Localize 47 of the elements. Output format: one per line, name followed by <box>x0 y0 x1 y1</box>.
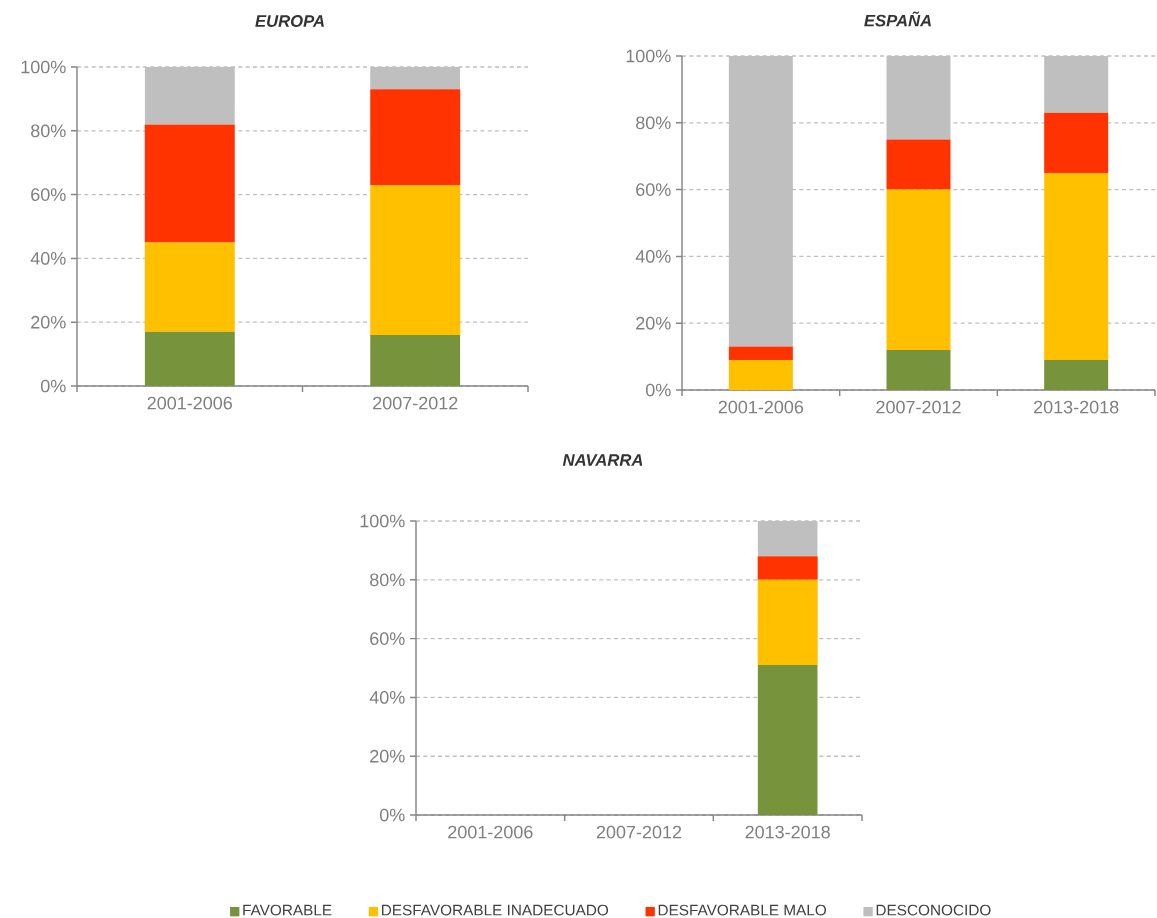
legend-label: DESCONOCIDO <box>876 904 991 916</box>
chart-title: NAVARRA <box>562 454 643 466</box>
bar <box>886 349 951 391</box>
bar <box>370 185 461 335</box>
x-tick-label: 2013-2018 <box>1034 400 1119 414</box>
legend-label: DESFAVORABLE MALO <box>658 904 827 916</box>
y-tick-label: 60% <box>370 632 405 645</box>
y-tick-label: 0% <box>645 383 671 397</box>
bar <box>728 359 793 391</box>
y-tick-label: 0% <box>379 808 405 822</box>
y-tick-label: 40% <box>635 250 671 263</box>
bar <box>886 139 951 190</box>
y-tick-label: 100% <box>21 60 66 74</box>
x-tick-label: 2007-2012 <box>373 396 458 410</box>
x-tick-label: 2007-2012 <box>596 825 682 839</box>
y-tick-label: 0% <box>40 379 66 393</box>
bar <box>1044 172 1109 360</box>
bar <box>144 124 235 243</box>
bar <box>370 89 461 186</box>
chart-title: ESPAÑA <box>864 11 931 27</box>
bar <box>886 189 951 350</box>
chart-title: EUROPA <box>255 15 324 27</box>
x-tick-label: 2001-2006 <box>718 400 804 414</box>
y-tick-label: 60% <box>31 188 66 201</box>
x-tick-label: 2013-2018 <box>745 825 830 839</box>
y-tick-label: 20% <box>370 749 405 763</box>
y-tick-label: 100% <box>360 514 405 528</box>
y-tick-label: 20% <box>31 315 66 329</box>
y-tick-label: 80% <box>636 116 671 130</box>
legend-label: DESFAVORABLE INADECUADO <box>382 904 609 916</box>
y-tick-label: 100% <box>626 49 671 63</box>
y-tick-label: 60% <box>636 183 671 196</box>
x-tick-label: 2001-2006 <box>448 825 533 839</box>
y-tick-label: 80% <box>370 573 405 587</box>
y-tick-label: 40% <box>369 691 405 704</box>
bar <box>1044 112 1109 173</box>
y-tick-label: 20% <box>636 316 671 330</box>
bar <box>144 242 235 332</box>
bar <box>370 334 461 387</box>
x-tick-label: 2007-2012 <box>876 400 961 414</box>
bar <box>144 331 235 387</box>
x-tick-label: 2001-2006 <box>147 396 232 410</box>
y-tick-label: 80% <box>31 124 66 138</box>
y-tick-label: 40% <box>30 252 66 265</box>
bar <box>728 346 793 360</box>
bar <box>1044 359 1109 391</box>
legend-label: FAVORABLE <box>243 904 332 916</box>
